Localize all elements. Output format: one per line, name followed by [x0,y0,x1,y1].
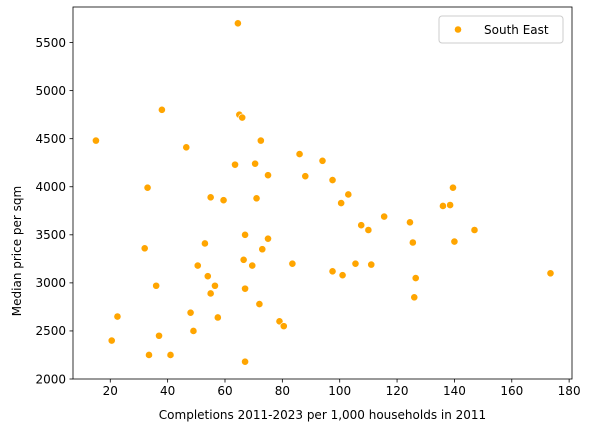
data-point [140,244,149,253]
data-point [238,113,247,122]
data-point [411,274,420,282]
data-point [406,218,414,227]
data-point [328,267,337,276]
data-point [239,255,248,264]
data-point [264,234,272,243]
data-point [337,199,346,207]
data-point [201,239,209,248]
plot-frame [72,6,573,380]
data-point [145,351,153,359]
x-tick-label: 40 [160,384,175,398]
x-tick-label: 20 [103,384,118,398]
data-point [241,230,249,239]
data-point [318,156,327,165]
data-point [364,226,373,234]
data-point [189,327,198,335]
x-tick-label: 60 [217,384,232,398]
legend-label: South East [484,23,549,37]
data-point [410,293,419,302]
data-point [380,212,389,221]
data-point [182,143,191,152]
data-point [193,261,202,270]
x-tick-label: 160 [500,384,523,398]
y-tick-label: 5500 [35,36,66,50]
data-point [446,201,455,209]
data-point [252,194,261,203]
x-tick-label: 120 [386,384,409,398]
legend-box [438,15,564,44]
y-tick-label: 4000 [35,180,66,194]
y-tick-label: 2000 [35,372,66,386]
x-axis-label: Completions 2011-2023 per 1,000 househol… [159,408,486,422]
data-point [328,176,337,184]
data-point [231,160,239,169]
data-point [166,351,175,359]
data-point [143,183,152,192]
data-point [357,221,366,230]
x-tick-label: 100 [328,384,351,398]
data-point [248,261,257,270]
x-tick-label: 180 [558,384,581,398]
data-point [338,271,347,280]
points-layer [92,19,555,366]
x-tick-label: 80 [275,384,290,398]
data-point [219,196,228,205]
data-point [152,281,161,290]
x-tick-label: 140 [443,384,466,398]
data-point [351,259,360,268]
data-point [241,284,249,293]
data-point [213,313,222,322]
y-axis-label: Median price per sqm [10,186,24,316]
data-point [367,260,376,269]
data-point [186,308,195,317]
y-tick-label: 4500 [35,132,66,146]
data-point [241,357,249,366]
axes-layer: 20 40 60 80 100 120 140 160 180 2000 2500 3000 3500 4… [35,6,581,398]
data-point [439,202,447,210]
data-point [203,272,212,281]
data-point [251,159,260,168]
data-point [206,289,215,298]
data-point [449,183,457,192]
data-point [344,190,353,199]
data-point [264,171,272,180]
y-tick-label: 2500 [35,324,66,338]
data-point [301,172,310,181]
legend: South East [438,15,564,44]
data-point [408,238,417,247]
data-point [155,331,163,340]
data-point [113,312,122,321]
data-point [158,105,166,114]
y-tick-label: 5000 [35,84,66,98]
data-point [107,336,116,345]
data-point [295,150,304,158]
data-point [279,322,288,331]
data-point [450,237,459,246]
data-point [288,259,297,268]
y-tick-label: 3000 [35,276,66,290]
data-point [92,136,100,145]
y-tick-label: 3500 [35,228,66,242]
data-point [206,193,215,202]
data-point [256,136,265,145]
data-point [470,226,479,234]
data-point [233,19,242,28]
data-point [255,300,264,308]
data-point [258,245,267,254]
data-point [211,281,219,290]
data-point [546,269,555,278]
data-point [275,317,284,326]
legend-marker [454,25,462,34]
